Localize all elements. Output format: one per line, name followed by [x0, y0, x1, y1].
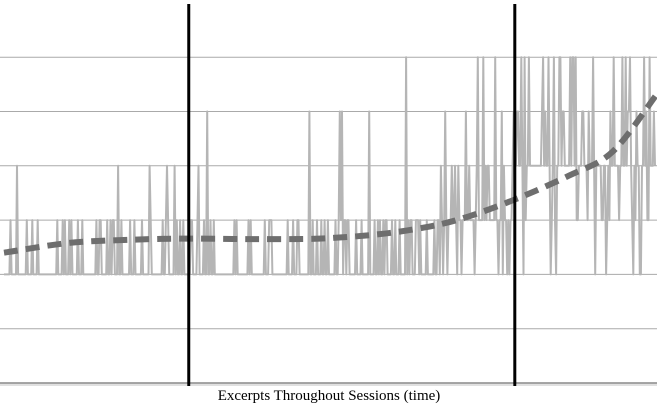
x-axis: [0, 382, 657, 386]
x-axis-label: Excerpts Throughout Sessions (time): [218, 388, 441, 404]
series-group: [3, 56, 657, 276]
series-line-observed: [4, 56, 656, 276]
phase-boundaries: [187, 4, 517, 386]
series-line-trend: [3, 93, 657, 256]
